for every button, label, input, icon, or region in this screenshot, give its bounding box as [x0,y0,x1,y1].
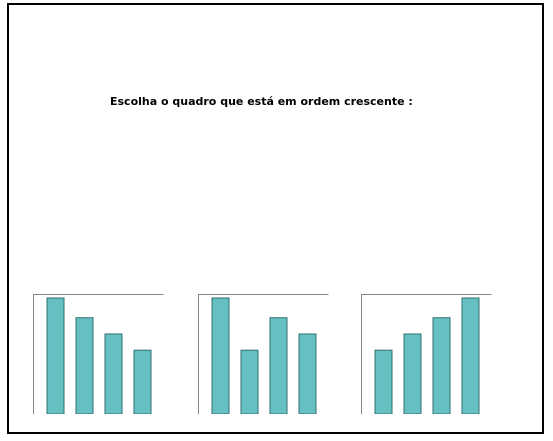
bar-a-4 [133,349,152,414]
bar-chart-option-c [361,294,492,414]
bar-a-2 [75,317,94,414]
bar-a-3 [104,333,123,414]
bar-a-1 [46,297,65,414]
card-border [361,294,492,414]
bar-b-3 [269,317,288,414]
bar-chart-option-a [33,294,164,414]
bar-c-2 [403,333,422,414]
answer-option-a[interactable] [33,294,164,414]
answer-option-c[interactable] [361,294,492,414]
question-prompt: Escolha o quadro que está em ordem cresc… [110,95,413,108]
bar-b-2 [240,349,259,414]
card-border [198,294,329,414]
bar-c-3 [432,317,451,414]
answer-option-b[interactable] [198,294,329,414]
bar-chart-option-b [198,294,329,414]
bar-b-4 [298,333,317,414]
bar-b-1 [211,297,230,414]
bar-c-4 [461,297,480,414]
card-border [33,294,164,414]
bar-c-1 [374,349,393,414]
